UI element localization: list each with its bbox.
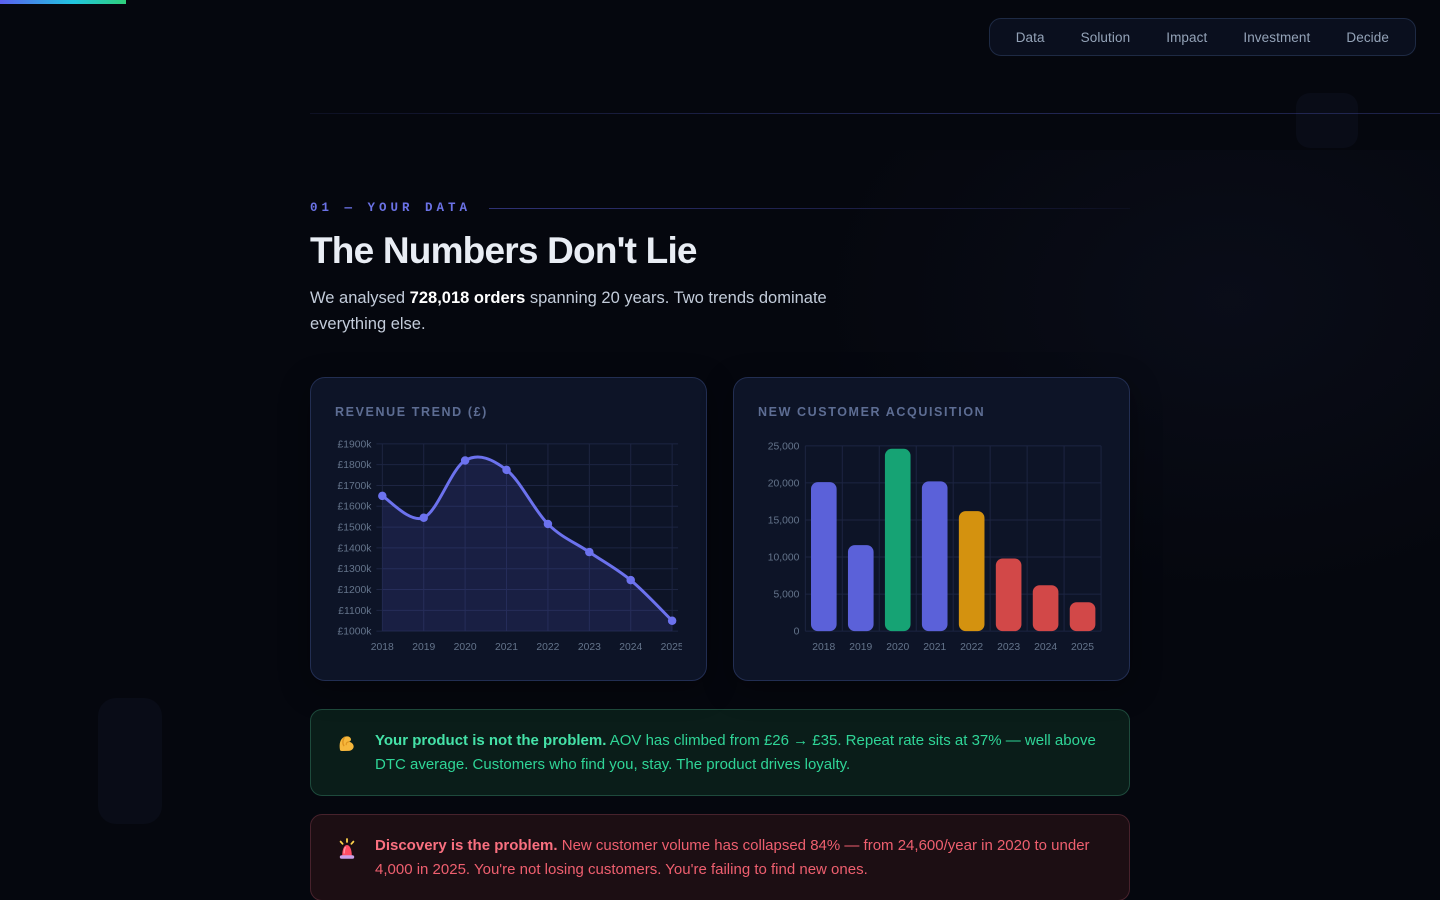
svg-text:2019: 2019 (849, 642, 872, 653)
svg-text:£1500k: £1500k (338, 523, 373, 534)
chart-cards-row: REVENUE TREND (£) £1900k £1800k £1700k £160… (310, 377, 1130, 681)
intro-prefix: We analysed (310, 289, 410, 307)
section-divider-line (310, 113, 1440, 114)
svg-text:2025: 2025 (661, 642, 682, 653)
nav-item-solution[interactable]: Solution (1080, 29, 1131, 45)
svg-text:2020: 2020 (886, 642, 909, 653)
svg-text:2020: 2020 (454, 642, 477, 653)
scroll-progress-bar (0, 0, 126, 4)
intro-orders-count: 728,018 orders (409, 289, 526, 307)
svg-text:£1800k: £1800k (338, 460, 373, 471)
svg-text:2023: 2023 (578, 642, 601, 653)
svg-text:5,000: 5,000 (774, 590, 800, 601)
nav-item-data[interactable]: Data (1015, 29, 1045, 45)
kicker-divider-line (489, 207, 1130, 209)
svg-text:2021: 2021 (495, 642, 518, 653)
svg-text:£1600k: £1600k (338, 502, 373, 513)
positive-callout-body: AOV has climbed from £26 → £35. Repeat r… (375, 732, 1096, 773)
acquisition-bar-chart-svg: 25,000 20,000 15,000 10,000 5,000 0 2018 2019 20… (768, 441, 1102, 653)
nav-item-decide[interactable]: Decide (1346, 29, 1389, 45)
svg-text:2018: 2018 (371, 642, 394, 653)
acquisition-card: NEW CUSTOMER ACQUISITION 25,000 20,000 15,… (733, 377, 1130, 681)
negative-callout-lead: Discovery is the problem. (375, 837, 558, 854)
page-title: The Numbers Don't Lie (310, 230, 698, 271)
top-navigation: Data Solution Impact Investment Decide (988, 18, 1416, 56)
svg-text:£1000k: £1000k (338, 627, 373, 638)
svg-text:2021: 2021 (923, 642, 946, 653)
svg-text:£1300k: £1300k (338, 564, 373, 575)
siren-icon (339, 838, 355, 859)
svg-text:£1400k: £1400k (338, 543, 373, 554)
revenue-line-chart: £1900k £1800k £1700k £1600k £1500k £1400k £130… (335, 434, 682, 657)
svg-text:2022: 2022 (960, 642, 983, 653)
main-content: 01 — YOUR DATA The Numbers Don't Lie We … (310, 0, 1130, 900)
svg-text:10,000: 10,000 (768, 552, 800, 563)
svg-text:0: 0 (794, 627, 800, 638)
revenue-trend-card: REVENUE TREND (£) £1900k £1800k £1700k £160… (310, 377, 707, 681)
svg-text:£1100k: £1100k (338, 606, 372, 617)
background-blob-bottom-left (98, 698, 162, 824)
negative-callout-text: Discovery is the problem. New customer v… (375, 834, 1105, 881)
acquisition-chart-title: NEW CUSTOMER ACQUISITION (758, 405, 986, 419)
svg-text:£1200k: £1200k (338, 585, 373, 596)
svg-text:2022: 2022 (536, 642, 559, 653)
muscle-icon (339, 736, 354, 751)
svg-text:£1900k: £1900k (338, 439, 373, 450)
svg-text:15,000: 15,000 (768, 515, 800, 526)
svg-text:2025: 2025 (1071, 642, 1094, 653)
positive-callout-lead: Your product is not the problem. (375, 732, 607, 749)
negative-insight-callout: Discovery is the problem. New customer v… (310, 814, 1130, 900)
positive-callout-text: Your product is not the problem. AOV has… (375, 729, 1105, 776)
svg-text:2024: 2024 (1034, 642, 1057, 653)
intro-suffix: spanning 20 years. Two trends dominate e… (310, 289, 827, 333)
svg-text:20,000: 20,000 (768, 478, 800, 489)
nav-item-impact[interactable]: Impact (1166, 29, 1208, 45)
svg-text:25,000: 25,000 (768, 441, 800, 452)
svg-text:2018: 2018 (812, 642, 835, 653)
revenue-chart-title: REVENUE TREND (£) (335, 405, 488, 419)
positive-insight-callout: Your product is not the problem. AOV has… (310, 709, 1130, 796)
negative-callout-body: New customer volume has collapsed 84% — … (375, 837, 1090, 878)
intro-text: We analysed 728,018 orders spanning 20 y… (310, 285, 840, 337)
svg-text:2024: 2024 (619, 642, 642, 653)
background-blob-top-right (1296, 93, 1358, 148)
acquisition-bar-chart: 25,000 20,000 15,000 10,000 5,000 0 2018 2019 20… (758, 434, 1105, 657)
svg-text:2023: 2023 (997, 642, 1020, 653)
section-kicker: 01 — YOUR DATA (310, 201, 472, 215)
svg-text:2019: 2019 (412, 642, 435, 653)
svg-text:£1700k: £1700k (338, 481, 373, 492)
section-kicker-row: 01 — YOUR DATA (310, 201, 1130, 215)
revenue-line-chart-svg: £1900k £1800k £1700k £1600k £1500k £1400k £130… (338, 439, 682, 653)
nav-item-investment[interactable]: Investment (1243, 29, 1311, 45)
